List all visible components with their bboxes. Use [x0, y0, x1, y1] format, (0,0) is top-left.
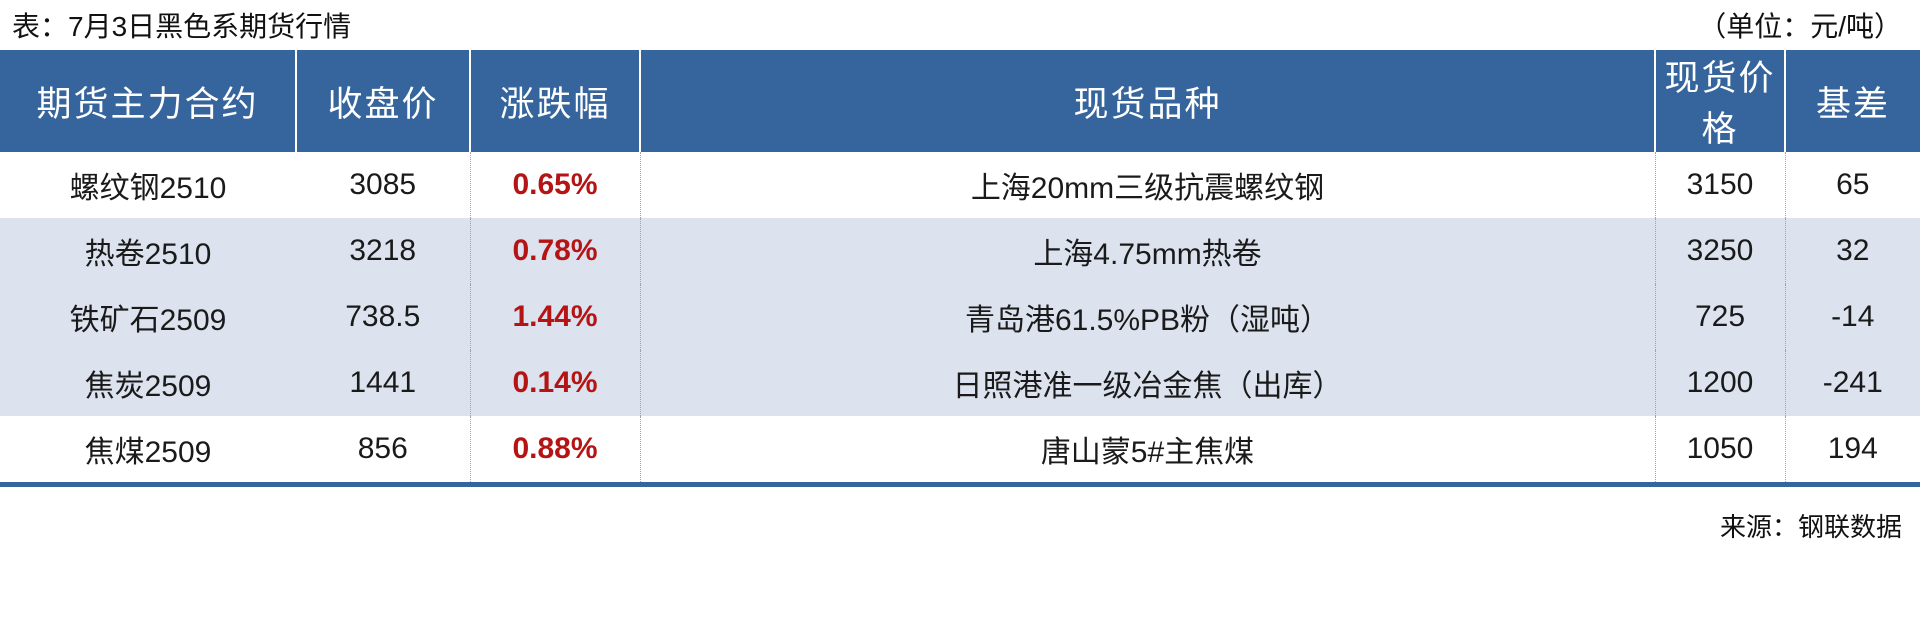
cell-contract: 焦炭2509: [84, 370, 212, 403]
cell-close: 738.5: [296, 284, 471, 350]
table-header: 期货主力合约 收盘价 涨跌幅 现货品种 现货价格 基差: [0, 50, 1920, 152]
caption-row: 表：7月3日黑色系期货行情 （单位：元/吨）: [0, 0, 1920, 50]
cell-basis: -14: [1831, 300, 1875, 333]
cell-close: 3218: [296, 218, 471, 284]
cell-spot-price: 3250: [1655, 218, 1786, 284]
table-row: 焦炭2509 1441 0.14% 日照港准一级冶金焦（出库） 1200 -24…: [0, 350, 1920, 416]
cell-spot-variety: 上海4.75mm热卷: [640, 218, 1656, 284]
cell-spot-price: 1050: [1655, 416, 1786, 482]
cell-change-pct: 0.88%: [470, 416, 641, 482]
cell-contract: 螺纹钢2510: [69, 172, 227, 205]
column-header-spot-variety: 现货品种: [640, 50, 1656, 152]
cell-contract: 热卷2510: [84, 238, 212, 271]
cell-spot-price: 725: [1655, 284, 1786, 350]
cell-contract: 铁矿石2509: [69, 304, 227, 337]
table-row: 焦煤2509 856 0.88% 唐山蒙5#主焦煤 1050 194: [0, 416, 1920, 482]
cell-close: 1441: [296, 350, 471, 416]
column-header-contract: 期货主力合约: [0, 50, 297, 152]
footer-row: 来源：钢联数据: [0, 487, 1920, 563]
cell-change-pct: 1.44%: [470, 284, 641, 350]
cell-spot-price: 1200: [1655, 350, 1786, 416]
source-note: 来源：钢联数据: [1719, 511, 1902, 542]
cell-contract: 焦煤2509: [84, 436, 212, 469]
cell-basis: -241: [1822, 366, 1883, 399]
table-body: 螺纹钢2510 3085 0.65% 上海20mm三级抗震螺纹钢 3150 65…: [0, 152, 1920, 482]
cell-basis: 194: [1827, 432, 1878, 465]
header-row: 期货主力合约 收盘价 涨跌幅 现货品种 现货价格 基差: [0, 50, 1920, 152]
cell-change-pct: 0.14%: [470, 350, 641, 416]
cell-basis: 32: [1836, 234, 1870, 267]
column-header-close: 收盘价: [296, 50, 471, 152]
cell-spot-price: 3150: [1655, 152, 1786, 218]
column-header-change-pct: 涨跌幅: [470, 50, 641, 152]
cell-change-pct: 0.65%: [470, 152, 641, 218]
column-header-spot-price: 现货价格: [1655, 50, 1786, 152]
cell-change-pct: 0.78%: [470, 218, 641, 284]
cell-spot-variety: 日照港准一级冶金焦（出库）: [640, 350, 1656, 416]
cell-spot-variety: 唐山蒙5#主焦煤: [640, 416, 1656, 482]
table-row: 热卷2510 3218 0.78% 上海4.75mm热卷 3250 32: [0, 218, 1920, 284]
cell-close: 3085: [296, 152, 471, 218]
table-container: 期货主力合约 收盘价 涨跌幅 现货品种 现货价格 基差 螺纹钢2510 3085…: [0, 50, 1920, 487]
table-row: 铁矿石2509 738.5 1.44% 青岛港61.5%PB粉（湿吨） 725 …: [0, 284, 1920, 350]
cell-spot-variety: 青岛港61.5%PB粉（湿吨）: [640, 284, 1656, 350]
cell-basis: 65: [1836, 168, 1870, 201]
column-header-basis: 基差: [1815, 84, 1890, 124]
cell-close: 856: [296, 416, 471, 482]
table-unit-note: （单位：元/吨）: [1698, 11, 1902, 42]
cell-spot-variety: 上海20mm三级抗震螺纹钢: [640, 152, 1656, 218]
futures-table: 期货主力合约 收盘价 涨跌幅 现货品种 现货价格 基差 螺纹钢2510 3085…: [0, 50, 1920, 482]
table-caption-title: 表：7月3日黑色系期货行情: [12, 11, 352, 42]
table-row: 螺纹钢2510 3085 0.65% 上海20mm三级抗震螺纹钢 3150 65: [0, 152, 1920, 218]
